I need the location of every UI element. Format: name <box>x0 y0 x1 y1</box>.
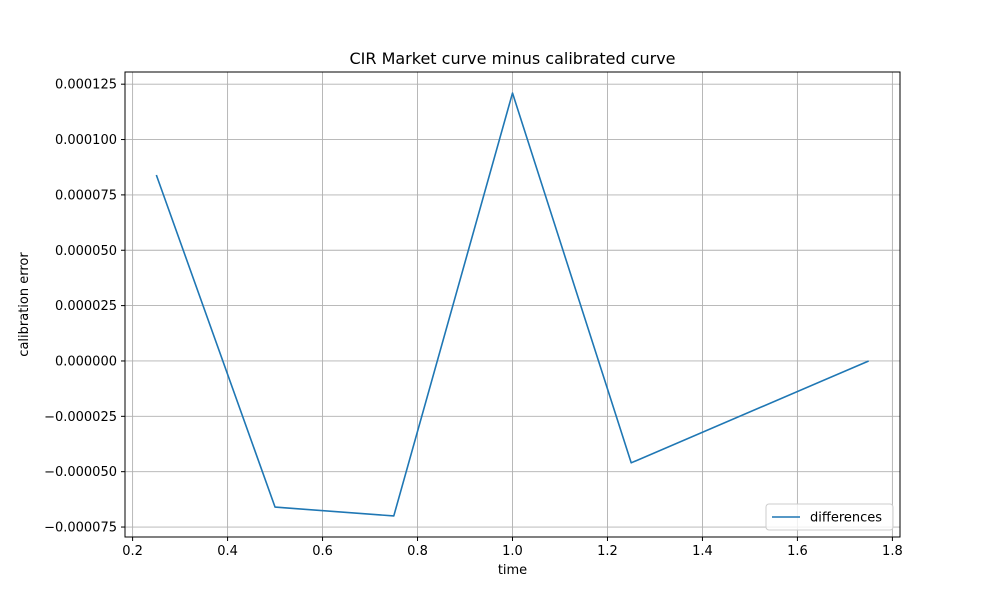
y-axis-label: calibration error <box>17 252 32 357</box>
y-tick-label: 0.000100 <box>55 133 117 148</box>
x-tick-label: 1.8 <box>882 544 903 559</box>
legend-entry: differences <box>810 511 882 526</box>
y-tick-label: 0.000075 <box>55 188 117 203</box>
y-tick-label: −0.000075 <box>44 521 117 536</box>
y-axis-ticks: −0.000075 −0.000050 −0.000025 0.000000 0.000… <box>44 78 125 536</box>
x-axis-ticks: 0.2 0.4 0.6 0.8 1.0 1.2 1.4 1.6 1.8 <box>122 537 903 559</box>
y-tick-label: 0.000125 <box>55 78 117 93</box>
x-tick-label: 0.4 <box>217 544 238 559</box>
series-line-differences <box>155 92 869 517</box>
chart-title: CIR Market curve minus calibrated curve <box>349 49 675 68</box>
x-tick-label: 0.8 <box>407 544 428 559</box>
y-tick-label: 0.000050 <box>55 244 117 259</box>
x-tick-label: 0.6 <box>312 544 333 559</box>
x-tick-label: 1.4 <box>692 544 713 559</box>
x-axis-label: time <box>498 563 527 578</box>
y-tick-label: −0.000025 <box>44 410 117 425</box>
x-tick-label: 0.2 <box>122 544 143 559</box>
y-tick-label: −0.000050 <box>44 465 117 480</box>
legend: differences <box>765 503 894 531</box>
x-tick-label: 1.6 <box>787 544 808 559</box>
series-layer <box>155 92 869 517</box>
x-tick-label: 1.2 <box>597 544 618 559</box>
y-tick-label: 0.000000 <box>55 354 117 369</box>
y-tick-label: 0.000025 <box>55 299 117 314</box>
x-tick-label: 1.0 <box>502 544 523 559</box>
legend-box <box>765 503 894 531</box>
